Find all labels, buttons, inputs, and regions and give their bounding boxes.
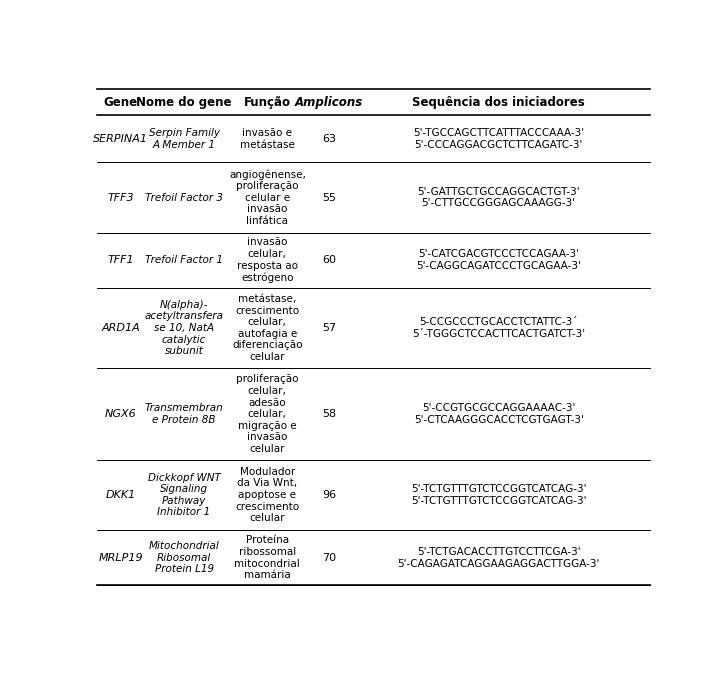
Text: Dickkopf WNT
Signaling
Pathway
Inhibitor 1: Dickkopf WNT Signaling Pathway Inhibitor… [148,473,221,517]
Text: 55: 55 [323,193,336,203]
Text: invasão e
metástase: invasão e metástase [240,128,295,150]
Text: Trefoil Factor 3: Trefoil Factor 3 [145,193,223,203]
Text: Transmembran
e Protein 8B: Transmembran e Protein 8B [145,403,223,425]
Text: Função: Função [244,96,290,108]
Text: Mitochondrial
Ribosomal
Protein L19: Mitochondrial Ribosomal Protein L19 [149,541,219,574]
Text: 58: 58 [323,410,336,419]
Text: 70: 70 [323,553,336,563]
Text: Trefoil Factor 1: Trefoil Factor 1 [145,255,223,265]
Text: 5'-CCGTGCGCCAGGAAAAC-3'
5'-CTCAAGGGCACCTCGTGAGT-3': 5'-CCGTGCGCCAGGAAAAC-3' 5'-CTCAAGGGCACCT… [414,403,584,425]
Text: Modulador
da Via Wnt,
apoptose e
crescimento
celular: Modulador da Via Wnt, apoptose e crescim… [235,467,299,523]
Text: Gene: Gene [103,96,138,108]
Text: SERPINA1: SERPINA1 [93,134,148,144]
Text: NGX6: NGX6 [105,410,136,419]
Text: TFF1: TFF1 [107,255,134,265]
Text: Nome do gene: Nome do gene [136,96,232,108]
Text: Sequência dos iniciadores: Sequência dos iniciadores [412,96,585,108]
Text: 5'-TCTGTTTGTCTCCGGTCATCAG-3'
5'-TCTGTTTGTCTCCGGTCATCAG-3': 5'-TCTGTTTGTCTCCGGTCATCAG-3' 5'-TCTGTTTG… [411,484,586,506]
Text: proliferação
celular,
adesão
celular,
migração e
invasão
celular: proliferação celular, adesão celular, mi… [236,374,298,454]
Text: DKK1: DKK1 [106,490,135,500]
Text: 96: 96 [323,490,336,500]
Text: Serpin Family
A Member 1: Serpin Family A Member 1 [149,128,220,150]
Text: 5'-TCTGACACCTTGTCCTTCGA-3'
5'-CAGAGATCAGGAAGAGGACTTGGA-3': 5'-TCTGACACCTTGTCCTTCGA-3' 5'-CAGAGATCAG… [397,547,600,569]
Text: TFF3: TFF3 [107,193,134,203]
Text: 5'-TGCCAGCTTCATTTACCCAAA-3'
5'-CCCAGGACGCTCTTCAGATC-3': 5'-TGCCAGCTTCATTTACCCAAA-3' 5'-CCCAGGACG… [413,128,584,150]
Text: 5-CCGCCCTGCACCTCTATTC-3´
5´-TGGGCTCCACTTCACTGATCT-3': 5-CCGCCCTGCACCTCTATTC-3´ 5´-TGGGCTCCACTT… [412,317,585,339]
Text: metástase,
crescimento
celular,
autofagia e
diferenciação
celular: metástase, crescimento celular, autofagi… [232,294,303,362]
Text: Amplicons: Amplicons [296,96,363,108]
Text: angiogênense,
proliferação
celular e
invasão
linfática: angiogênense, proliferação celular e inv… [229,169,306,226]
Text: 57: 57 [323,323,336,333]
Text: ARD1A: ARD1A [101,323,140,333]
Text: 63: 63 [323,134,336,144]
Text: 60: 60 [323,255,336,265]
Text: Proteína
ribossomal
mitocondrial
mamária: Proteína ribossomal mitocondrial mamária [234,536,300,580]
Text: N(alpha)-
acetyltransfera
se 10, NatA
catalytic
subunit: N(alpha)- acetyltransfera se 10, NatA ca… [145,300,223,356]
Text: 5'-CATCGACGTCCCTCCAGAA-3'
5'-CAGGCAGATCCCTGCAGAA-3': 5'-CATCGACGTCCCTCCAGAA-3' 5'-CAGGCAGATCC… [416,250,581,271]
Text: 5'-GATTGCTGCCAGGCACTGT-3'
5'-CTTGCCGGGAGCAAAGG-3': 5'-GATTGCTGCCAGGCACTGT-3' 5'-CTTGCCGGGAG… [417,186,580,208]
Text: invasão
celular,
resposta ao
estrógeno: invasão celular, resposta ao estrógeno [237,237,298,283]
Text: MRLP19: MRLP19 [98,553,143,563]
